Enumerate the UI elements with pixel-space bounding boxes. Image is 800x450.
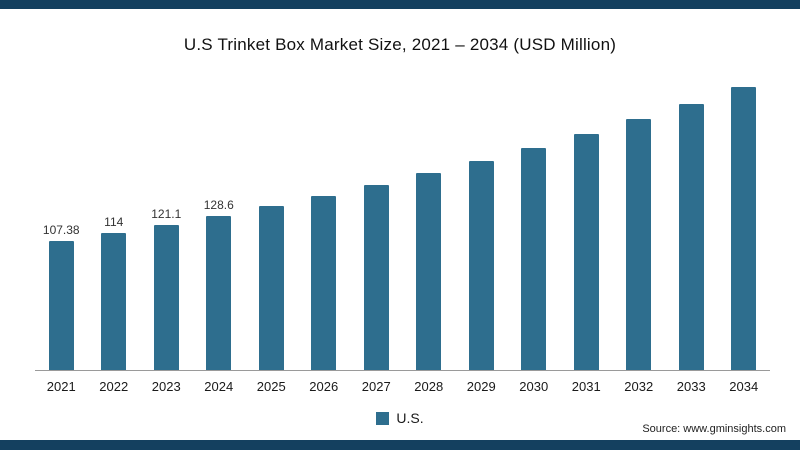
bar bbox=[206, 216, 232, 370]
x-axis-tick-label: 2031 bbox=[571, 379, 601, 394]
bar-group bbox=[613, 71, 666, 370]
bar bbox=[48, 241, 74, 370]
bar-value-label: 114 bbox=[104, 215, 124, 229]
bar-group bbox=[718, 71, 771, 370]
x-axis-tick-label: 2029 bbox=[466, 379, 496, 394]
bar-group bbox=[560, 71, 613, 370]
x-axis-tick-label: 2025 bbox=[256, 379, 286, 394]
bar bbox=[153, 225, 179, 370]
bar-group: 128.6 bbox=[193, 71, 246, 370]
bar bbox=[626, 119, 652, 370]
x-axis-tick-label: 2030 bbox=[519, 379, 549, 394]
bar bbox=[521, 148, 547, 370]
bar-group bbox=[350, 71, 403, 370]
legend-swatch-icon bbox=[376, 411, 390, 425]
source-note: Source: www.gminsights.com bbox=[642, 423, 786, 435]
bar-group bbox=[455, 71, 508, 370]
x-axis-tick-label: 2026 bbox=[309, 379, 339, 394]
bar-group: 107.38 bbox=[35, 71, 88, 370]
x-axis-tick-label: 2024 bbox=[204, 379, 234, 394]
bar-value-label: 128.6 bbox=[203, 198, 234, 212]
x-axis-tick-label: 2027 bbox=[361, 379, 391, 394]
bar bbox=[363, 185, 389, 370]
x-axis-tick-label: 2033 bbox=[676, 379, 706, 394]
bar bbox=[678, 104, 704, 370]
bar bbox=[573, 134, 599, 370]
bar-value-label: 107.38 bbox=[42, 223, 80, 237]
plot-area: 107.38 114 121.1 128.6 bbox=[35, 71, 770, 371]
bar-group bbox=[665, 71, 718, 370]
x-axis-tick-label: 2023 bbox=[151, 379, 181, 394]
x-axis-tick-label: 2034 bbox=[729, 379, 759, 394]
legend-label: U.S. bbox=[396, 410, 424, 426]
bar bbox=[101, 233, 127, 370]
bar bbox=[468, 161, 494, 370]
bar bbox=[311, 196, 337, 370]
bottom-border-band bbox=[0, 440, 800, 450]
chart-title: U.S Trinket Box Market Size, 2021 – 2034… bbox=[183, 35, 617, 54]
bar-group: 121.1 bbox=[140, 71, 193, 370]
x-axis-tick-label: 2032 bbox=[624, 379, 654, 394]
bar-group bbox=[508, 71, 561, 370]
bar bbox=[258, 206, 284, 370]
bar-value-label: 121.1 bbox=[151, 207, 182, 221]
legend: U.S. bbox=[0, 410, 800, 426]
x-axis-labels: 2021 2022 2023 2024 2025 2026 2027 2028 2029 2030… bbox=[35, 379, 770, 394]
bar bbox=[731, 87, 757, 370]
x-axis-tick-label: 2021 bbox=[46, 379, 76, 394]
x-axis-tick-label: 2028 bbox=[414, 379, 444, 394]
bar-group: 114 bbox=[88, 71, 141, 370]
x-axis-tick-label: 2022 bbox=[99, 379, 129, 394]
bar-group bbox=[298, 71, 351, 370]
bar-group bbox=[403, 71, 456, 370]
top-border-band bbox=[0, 0, 800, 9]
bar-group bbox=[245, 71, 298, 370]
plot-wrap: 107.38 114 121.1 128.6 2021 2022 2023 2024 2025… bbox=[35, 71, 770, 394]
bar bbox=[416, 173, 442, 370]
